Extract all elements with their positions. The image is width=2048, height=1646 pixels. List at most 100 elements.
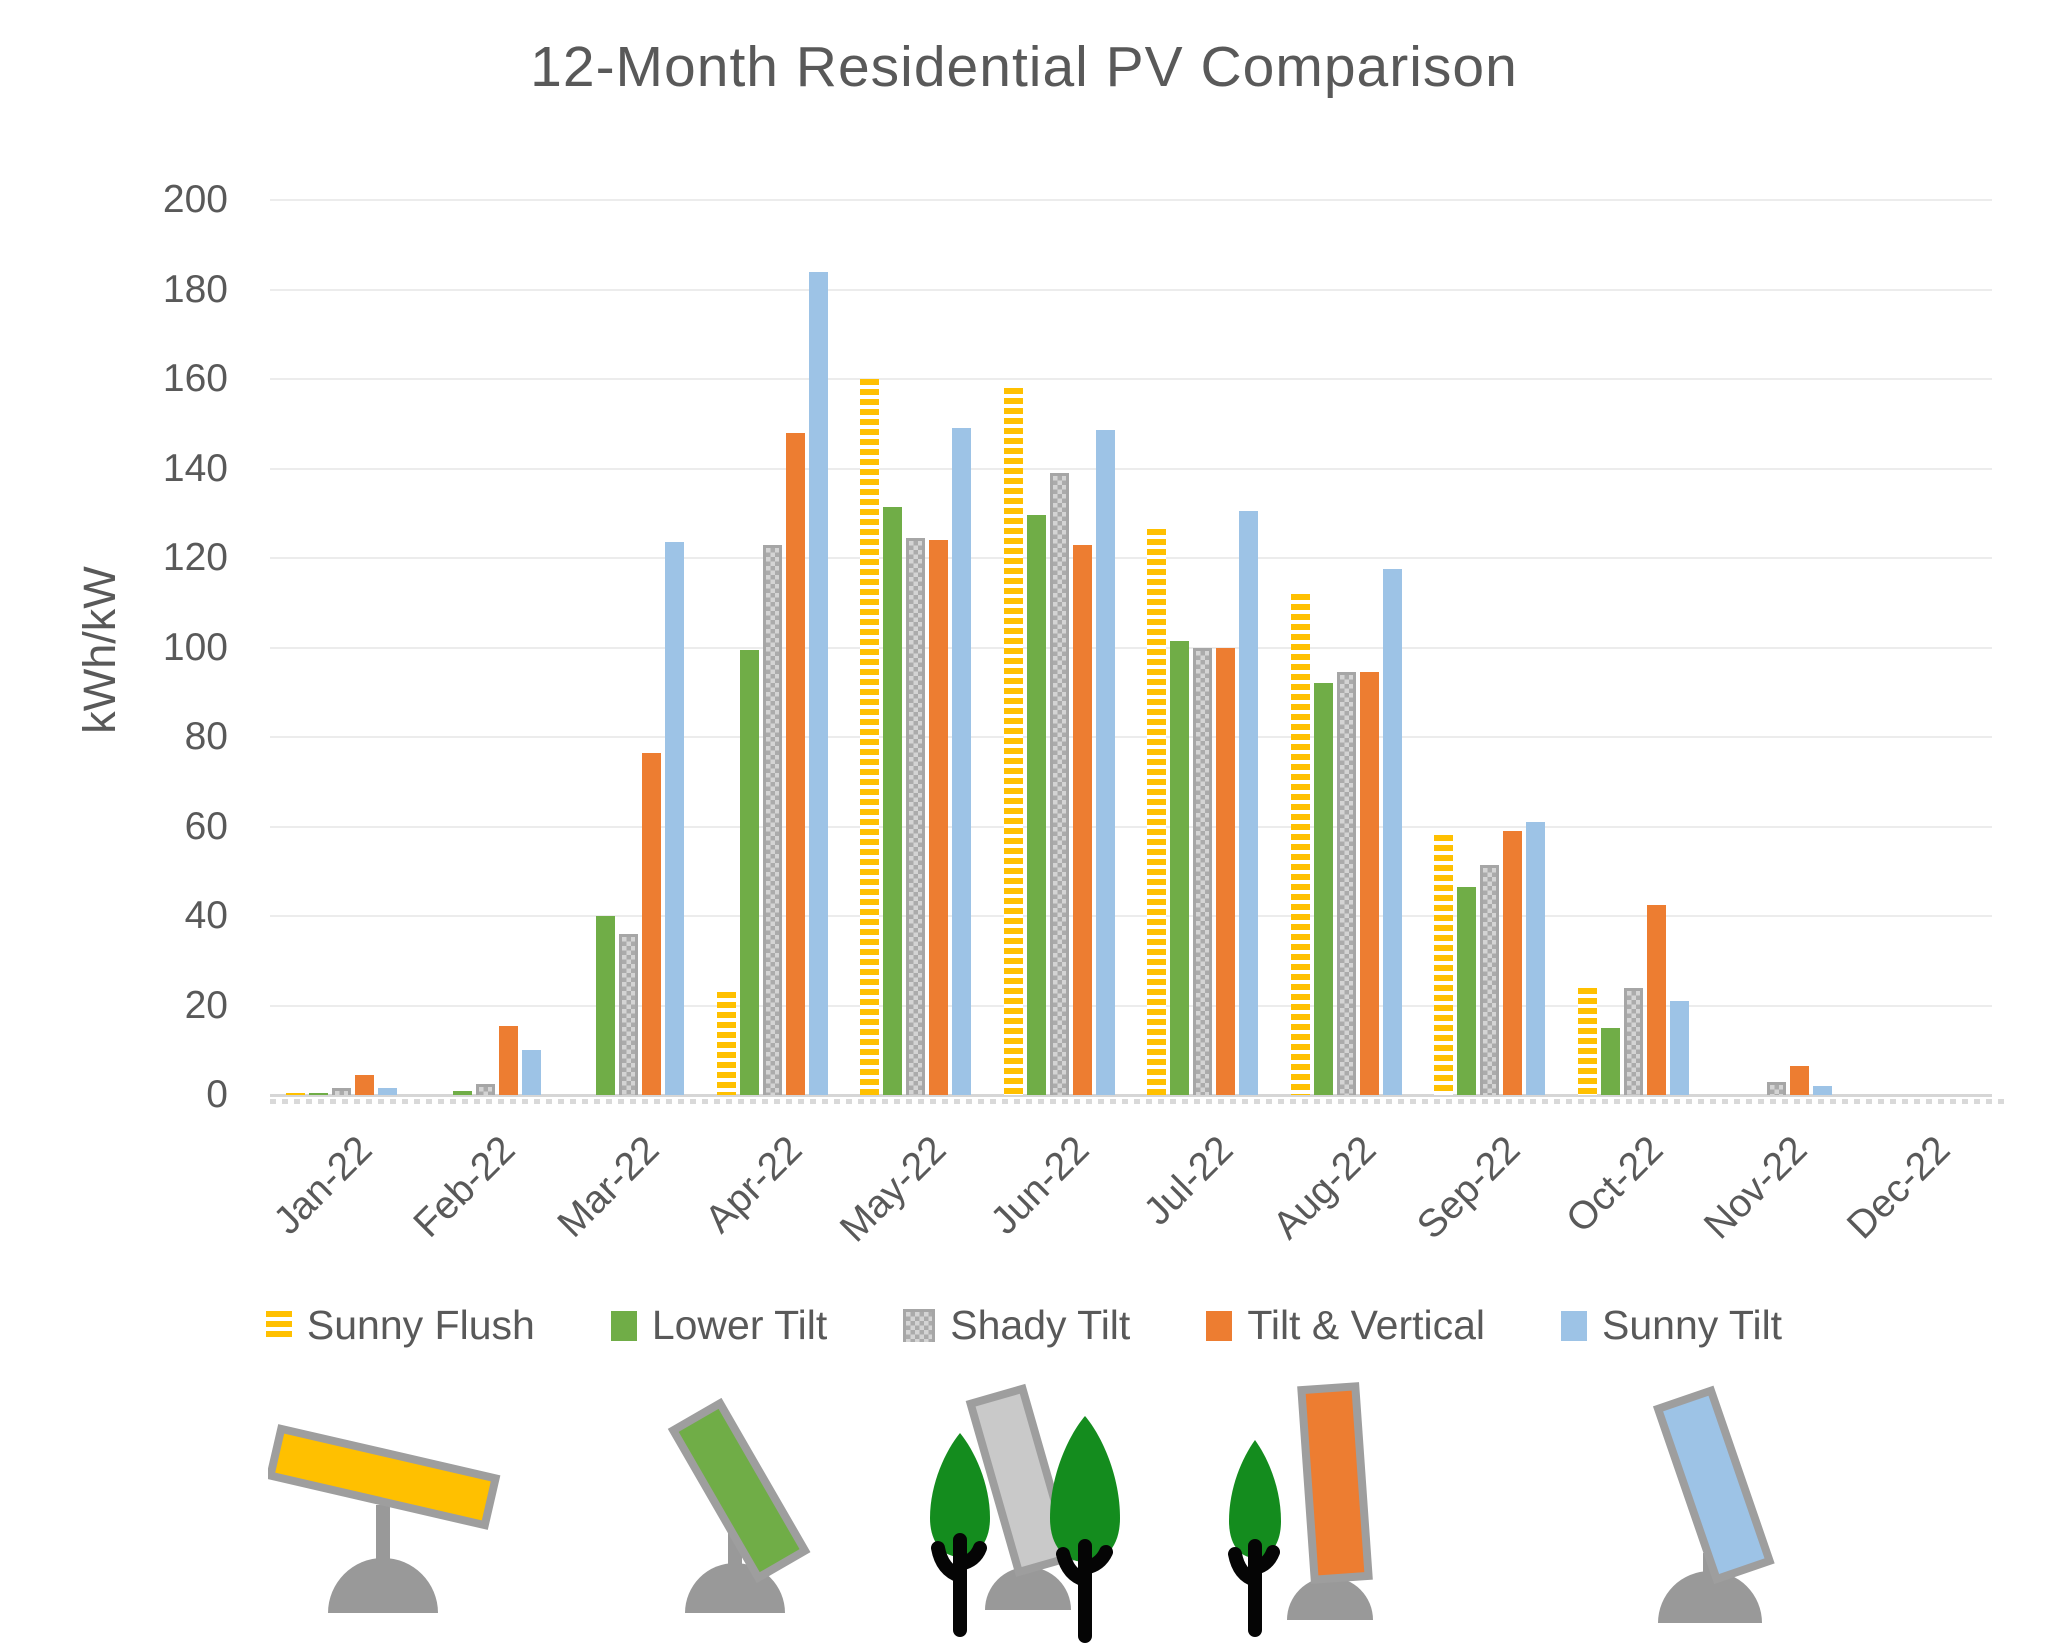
bar-sunny-flush-jun-22 bbox=[1003, 387, 1023, 1095]
legend-label: Lower Tilt bbox=[651, 1302, 828, 1348]
bar-tilt-vertical-may-22 bbox=[929, 540, 949, 1095]
bar-sunny-tilt-oct-22 bbox=[1669, 1001, 1689, 1095]
bar-shady-tilt-oct-22 bbox=[1623, 987, 1643, 1095]
bar-tilt-vertical-apr-22 bbox=[785, 432, 805, 1095]
gridline bbox=[270, 736, 1992, 738]
gridline bbox=[270, 915, 1992, 917]
legend-marker-tilt-vertical bbox=[1206, 1310, 1233, 1341]
x-label-jun-22: Jun-22 bbox=[982, 1128, 1098, 1243]
legend-item-lower-tilt: Lower Tilt bbox=[610, 1302, 828, 1349]
x-label-may-22: May-22 bbox=[831, 1128, 955, 1251]
y-tick-label: 100 bbox=[162, 625, 228, 669]
panel-base bbox=[1287, 1577, 1373, 1620]
y-tick-label: 200 bbox=[162, 178, 228, 221]
lower-tilt-panel-icon bbox=[667, 1397, 811, 1613]
legend-label: Sunny Flush bbox=[306, 1302, 535, 1348]
bar-lower-tilt-oct-22 bbox=[1600, 1027, 1620, 1095]
gridline bbox=[270, 467, 1992, 470]
panel-pole bbox=[376, 1505, 390, 1613]
bar-lower-tilt-aug-22 bbox=[1313, 683, 1333, 1095]
tree-trunk bbox=[1228, 1539, 1280, 1637]
gridline bbox=[270, 378, 1992, 380]
bar-lower-tilt-jul-22 bbox=[1170, 640, 1190, 1095]
bar-sunny-flush-jan-22 bbox=[286, 1092, 306, 1095]
gridline bbox=[270, 288, 1992, 291]
x-label-sep-22: Sep-22 bbox=[1408, 1128, 1529, 1248]
bar-lower-tilt-mar-22 bbox=[596, 916, 616, 1095]
bar-sunny-flush-may-22 bbox=[860, 379, 880, 1095]
bar-shady-tilt-jun-22 bbox=[1049, 472, 1069, 1095]
bar-sunny-tilt-jun-22 bbox=[1095, 430, 1115, 1095]
bar-shady-tilt-jan-22 bbox=[332, 1088, 352, 1095]
bar-tilt-vertical-aug-22 bbox=[1359, 672, 1379, 1095]
panel-base bbox=[985, 1567, 1071, 1610]
x-axis-line bbox=[270, 1094, 1992, 1097]
bar-lower-tilt-may-22 bbox=[883, 506, 903, 1095]
panel-face bbox=[1297, 1382, 1373, 1584]
bar-tilt-vertical-feb-22 bbox=[498, 1025, 518, 1095]
bar-sunny-flush-sep-22 bbox=[1434, 835, 1454, 1095]
bar-sunny-tilt-sep-22 bbox=[1526, 822, 1546, 1095]
gridline bbox=[270, 1004, 1992, 1007]
x-label-jul-22: Jul-22 bbox=[1135, 1128, 1242, 1234]
bar-shady-tilt-apr-22 bbox=[762, 544, 782, 1095]
legend-marker-lower-tilt bbox=[610, 1310, 637, 1341]
sunny-tilt-panel-icon bbox=[1652, 1385, 1775, 1623]
bar-sunny-tilt-aug-22 bbox=[1382, 569, 1402, 1095]
x-label-dec-22: Dec-22 bbox=[1839, 1128, 1959, 1248]
tree-icon bbox=[930, 1433, 990, 1557]
bar-sunny-tilt-nov-22 bbox=[1813, 1086, 1833, 1095]
tilt-vertical-panel-icon bbox=[1228, 1382, 1373, 1637]
legend-item-shady-tilt: Shady Tilt bbox=[903, 1302, 1130, 1349]
legend-marker-sunny-tilt bbox=[1561, 1310, 1588, 1341]
bar-tilt-vertical-jan-22 bbox=[355, 1074, 375, 1095]
bar-shady-tilt-aug-22 bbox=[1336, 672, 1356, 1095]
gridline bbox=[270, 825, 1992, 828]
y-tick-label: 160 bbox=[162, 357, 228, 400]
bar-shady-tilt-sep-22 bbox=[1480, 864, 1500, 1095]
panel-face bbox=[268, 1424, 501, 1530]
sunny-flush-panel-icon bbox=[268, 1424, 501, 1613]
y-tick-label: 140 bbox=[162, 446, 228, 490]
bar-sunny-tilt-feb-22 bbox=[521, 1050, 541, 1095]
bar-tilt-vertical-jul-22 bbox=[1216, 647, 1236, 1095]
x-label-mar-22: Mar-22 bbox=[549, 1128, 668, 1246]
legend-item-sunny-flush: Sunny Flush bbox=[265, 1302, 535, 1349]
gridline bbox=[270, 646, 1992, 649]
bar-tilt-vertical-oct-22 bbox=[1646, 904, 1666, 1095]
gridline bbox=[270, 557, 1992, 559]
bar-shady-tilt-may-22 bbox=[906, 537, 926, 1095]
legend-marker-shady-tilt bbox=[903, 1309, 936, 1342]
bar-sunny-flush-oct-22 bbox=[1577, 987, 1597, 1095]
bar-sunny-flush-jul-22 bbox=[1147, 528, 1167, 1095]
panel-face bbox=[965, 1383, 1076, 1577]
bar-lower-tilt-sep-22 bbox=[1457, 886, 1477, 1095]
chart-legend: Sunny Flush Lower Tilt Shady Tilt Tilt & Ve… bbox=[0, 1302, 2048, 1349]
x-label-apr-22: Apr-22 bbox=[697, 1128, 811, 1242]
bar-shady-tilt-nov-22 bbox=[1767, 1081, 1787, 1095]
tree-icon bbox=[1229, 1440, 1281, 1558]
legend-marker-sunny-flush bbox=[265, 1310, 292, 1341]
y-tick-label: 60 bbox=[184, 804, 228, 848]
bar-shady-tilt-feb-22 bbox=[475, 1083, 495, 1095]
bar-sunny-flush-aug-22 bbox=[1290, 593, 1310, 1095]
bar-lower-tilt-feb-22 bbox=[452, 1090, 472, 1095]
legend-item-sunny-tilt: Sunny Tilt bbox=[1561, 1302, 1782, 1349]
gridline bbox=[270, 199, 1992, 201]
bar-lower-tilt-apr-22 bbox=[739, 649, 759, 1095]
bar-shady-tilt-jul-22 bbox=[1193, 647, 1213, 1095]
x-label-feb-22: Feb-22 bbox=[405, 1128, 524, 1246]
x-label-jan-22: Jan-22 bbox=[265, 1128, 381, 1243]
bar-tilt-vertical-jun-22 bbox=[1072, 544, 1092, 1095]
bar-shady-tilt-mar-22 bbox=[619, 933, 639, 1095]
bar-lower-tilt-jan-22 bbox=[309, 1092, 329, 1095]
bar-tilt-vertical-sep-22 bbox=[1503, 830, 1523, 1095]
shady-tilt-panel-icon bbox=[930, 1383, 1120, 1643]
tree-trunk bbox=[1056, 1539, 1113, 1643]
x-label-nov-22: Nov-22 bbox=[1695, 1128, 1816, 1248]
y-tick-label: 0 bbox=[206, 1073, 228, 1116]
x-label-aug-22: Aug-22 bbox=[1265, 1128, 1385, 1248]
bar-sunny-tilt-may-22 bbox=[952, 428, 972, 1095]
bar-lower-tilt-jun-22 bbox=[1026, 515, 1046, 1095]
bar-sunny-tilt-jan-22 bbox=[378, 1088, 398, 1095]
